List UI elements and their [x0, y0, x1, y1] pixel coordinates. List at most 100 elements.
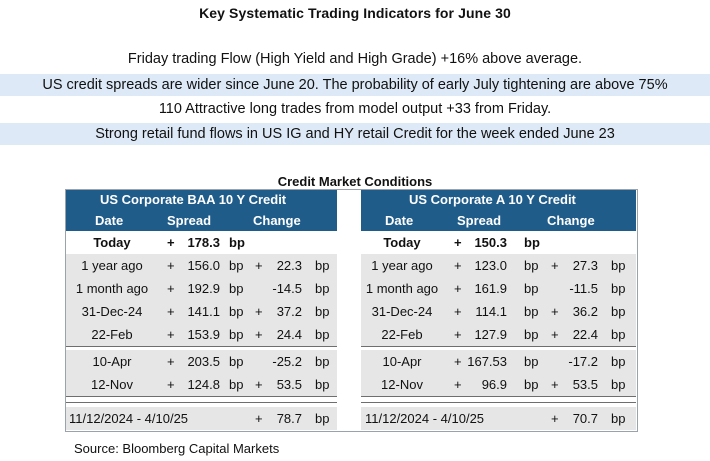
row-date: 10-Apr [92, 354, 132, 369]
change-unit: bp [315, 258, 330, 273]
indicator-long-trades: 110 Attractive long trades from model ou… [158, 101, 552, 117]
change-sign: + [551, 411, 559, 426]
spread-unit: bp [524, 304, 539, 319]
credit-market-conditions-title: Credit Market Conditions [277, 174, 433, 189]
spread-unit: bp [229, 258, 244, 273]
row-date: 12-Nov [381, 377, 423, 392]
row-date: 31-Dec-24 [81, 304, 143, 319]
spread-value: 123.0 [474, 258, 507, 273]
row-date: 11/12/2024 - 4/10/25 [69, 411, 189, 426]
spread-unit: bp [524, 377, 539, 392]
change-unit: bp [315, 411, 330, 426]
spread-value: 192.9 [187, 281, 220, 296]
spread-unit: bp [524, 327, 539, 342]
spread-unit: bp [229, 304, 244, 319]
table-row: 22-Feb +127.9 bp +22.4 bp [361, 323, 636, 346]
change-unit: bp [315, 354, 330, 369]
row-date: 1 year ago [371, 258, 433, 273]
indicator-credit-spreads: US credit spreads are wider since June 2… [0, 74, 710, 96]
change-value: 37.2 [276, 304, 302, 319]
a-column-headers: Date Spread Change [361, 211, 636, 231]
row-group-separator [361, 396, 636, 397]
spread-sign: + [454, 258, 462, 273]
row-date: 1 month ago [75, 281, 149, 296]
row-date: 22-Feb [381, 327, 423, 342]
change-unit: bp [611, 281, 626, 296]
spread-sign: + [454, 304, 462, 319]
table-gap [337, 189, 361, 432]
spread-sign: + [167, 354, 175, 369]
row-date: 12-Nov [91, 377, 133, 392]
spread-value: 153.9 [187, 327, 220, 342]
change-sign: + [551, 377, 559, 392]
a-col-date: Date [385, 213, 414, 228]
spread-value: 150.3 [474, 235, 507, 250]
baa-column-headers: Date Spread Change [65, 211, 340, 231]
table-row: Today +178.3 bp [65, 231, 340, 254]
row-group-separator [361, 402, 636, 403]
change-value: 22.4 [572, 327, 598, 342]
row-date: Today [383, 235, 421, 250]
table-row: Today +150.3 bp [361, 231, 636, 254]
baa-table-header: US Corporate BAA 10 Y Credit [65, 189, 340, 211]
change-value: 22.3 [276, 258, 302, 273]
spread-unit: bp [229, 281, 244, 296]
change-value: -14.5 [272, 281, 302, 296]
table-row: 1 month ago +192.9 bp -14.5 bp [65, 277, 340, 300]
row-date: 11/12/2024 - 4/10/25 [365, 411, 485, 426]
change-unit: bp [315, 327, 330, 342]
spread-unit: bp [229, 354, 244, 369]
change-unit: bp [611, 377, 626, 392]
table-row: 12-Nov +124.8 bp +53.5 bp [65, 373, 340, 396]
spread-sign: + [167, 281, 175, 296]
table-row: 1 year ago +156.0 bp +22.3 bp [65, 254, 340, 277]
table-row: 22-Feb +153.9 bp +24.4 bp [65, 323, 340, 346]
spread-sign: + [167, 235, 175, 250]
baa-table-header-label: US Corporate BAA 10 Y Credit [100, 192, 287, 207]
spread-sign: + [167, 304, 175, 319]
a-col-spread: Spread [457, 213, 502, 228]
change-sign: + [255, 411, 263, 426]
spread-sign: + [454, 281, 462, 296]
spread-unit: bp [524, 235, 540, 250]
spread-value: 124.8 [187, 377, 220, 392]
a-col-change: Change [547, 213, 595, 228]
source-note: Source: Bloomberg Capital Markets [74, 441, 280, 456]
change-sign: + [255, 327, 263, 342]
change-value: 36.2 [572, 304, 598, 319]
table-row: 11/12/2024 - 4/10/25 +70.7 bp [361, 407, 636, 430]
change-unit: bp [611, 304, 626, 319]
spread-unit: bp [229, 377, 244, 392]
spread-unit: bp [229, 235, 245, 250]
spread-value: 127.9 [474, 327, 507, 342]
indicator-retail-flows: Strong retail fund flows in US IG and HY… [0, 123, 710, 145]
table-row: 10-Apr +203.5 bp -25.2 bp [65, 350, 340, 373]
table-row: 11/12/2024 - 4/10/25 +78.7 bp [65, 407, 340, 430]
spread-sign: + [454, 327, 462, 342]
spread-value: 114.1 [475, 304, 507, 319]
spread-unit: bp [229, 327, 244, 342]
change-unit: bp [315, 281, 330, 296]
change-unit: bp [315, 304, 330, 319]
row-group-separator [65, 396, 340, 397]
indicator-trading-flow: Friday trading Flow (High Yield and High… [127, 51, 583, 67]
row-group-separator [361, 346, 636, 347]
row-group-separator [65, 402, 340, 403]
change-value: 24.4 [276, 327, 302, 342]
spread-unit: bp [524, 281, 539, 296]
spread-sign: + [167, 258, 175, 273]
change-unit: bp [611, 327, 626, 342]
baa-col-change: Change [253, 213, 301, 228]
change-unit: bp [611, 411, 626, 426]
spread-value: 156.0 [187, 258, 220, 273]
table-row: 12-Nov +96.9 bp +53.5 bp [361, 373, 636, 396]
change-value: 53.5 [572, 377, 598, 392]
change-sign: + [255, 258, 263, 273]
change-value: 27.3 [572, 258, 598, 273]
baa-col-spread: Spread [167, 213, 212, 228]
change-sign: + [551, 258, 559, 273]
a-table-header: US Corporate A 10 Y Credit [361, 189, 636, 211]
baa-credit-table: US Corporate BAA 10 Y Credit Date Spread… [65, 189, 340, 432]
row-date: Today [93, 235, 131, 250]
change-sign: + [255, 377, 263, 392]
